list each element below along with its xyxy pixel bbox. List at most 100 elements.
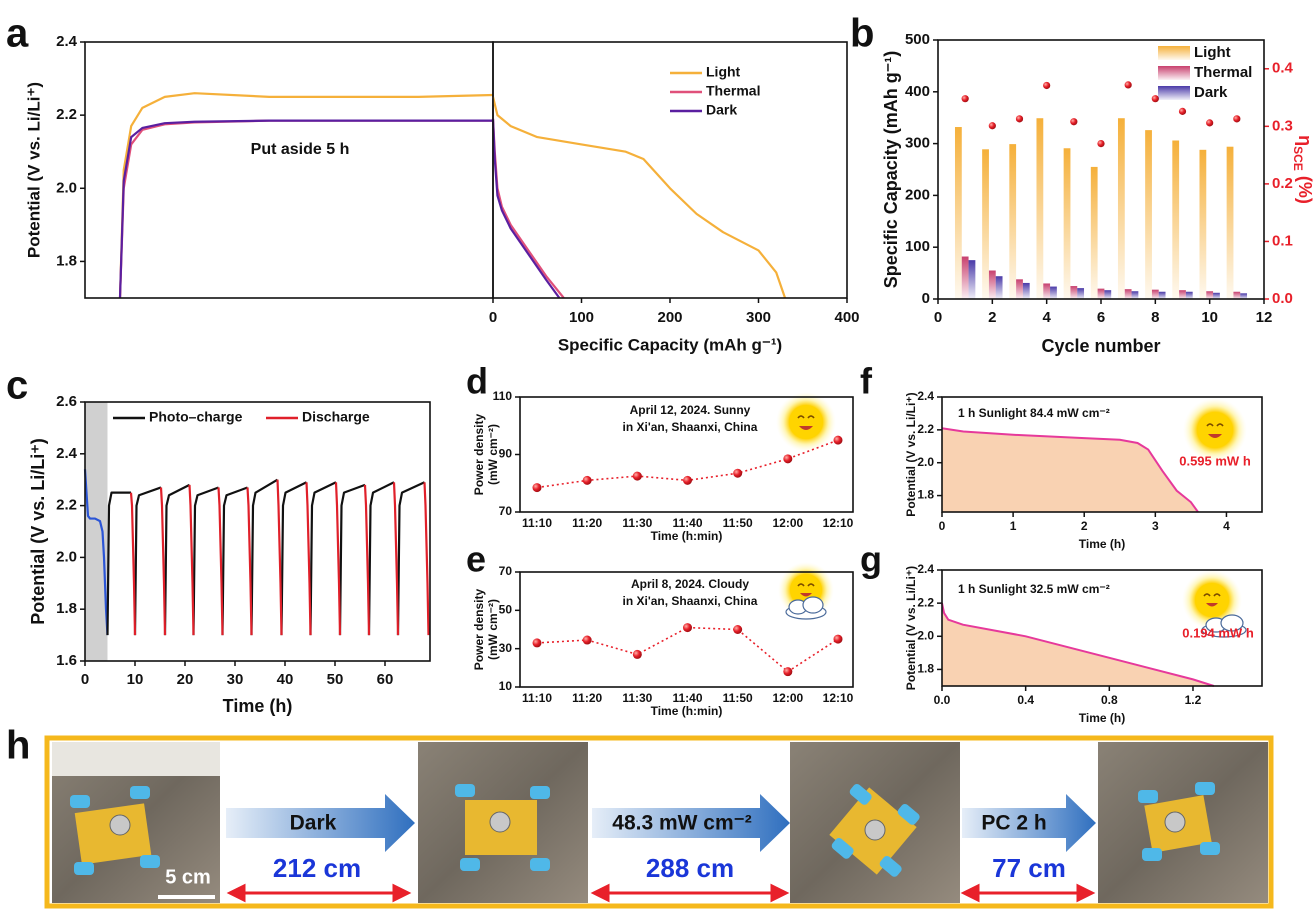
annotation: April 12, 2024. Sunny [630,403,751,417]
point [1233,115,1240,122]
legend-label: Light [706,64,741,80]
annotation: 1 h Sunlight 84.4 mW cm⁻² [958,406,1110,420]
annotation: in Xi'an, Shaanxi, China [623,594,758,608]
annotation: 0.595 mW h [1179,453,1251,468]
point [583,476,592,485]
y-tick-label: 500 [905,31,930,48]
bar [1199,150,1206,299]
x-tick-label: 0.0 [934,693,951,707]
point [583,636,592,645]
legend-label: Dark [1194,84,1228,101]
x-tick-label: 1.2 [1185,693,1202,707]
point [783,454,792,463]
point [1097,140,1104,147]
x-axis-label: Time (h:min) [651,529,723,543]
y-tick-label: 2.2 [917,422,934,436]
step-label: Dark [290,812,337,835]
panel-label: a [6,12,29,56]
legend-swatch [1158,66,1190,80]
x-tick-label: 4 [1042,309,1051,326]
step-label: 48.3 mW cm⁻² [612,812,751,835]
y-tick-label: 70 [499,564,513,578]
x-tick-label: 0 [81,671,89,688]
legend-swatch [1158,86,1190,100]
point [834,436,843,445]
x-tick-label: 10 [127,671,144,688]
x-tick-label: 0 [939,519,946,533]
y-tick-label: 10 [499,679,513,693]
distance-label: 77 cm [992,853,1066,883]
annotation: Put aside 5 h [251,141,350,158]
bar [1172,140,1179,299]
bar [1206,291,1213,299]
panel-label: d [466,361,488,402]
y2-axis-label-part: (%) [1295,171,1315,204]
bar [1159,292,1166,299]
x-axis-label: Specific Capacity (mAh g⁻¹) [558,335,782,354]
x-tick-label: 60 [377,671,394,688]
page: {"chart_data": [ {"type": "line", "ylabe… [0,0,1316,910]
x-tick-label: 0.8 [1101,693,1118,707]
distance-label: 288 cm [646,853,734,883]
bar [1016,279,1023,299]
x-tick-label: 12:00 [772,691,803,705]
x-tick-label: 0 [489,309,497,326]
bar [1036,118,1043,299]
bar [1077,288,1084,299]
panel-label: h [6,724,30,768]
y-tick-label: 2.4 [917,562,934,576]
bar [1152,290,1159,299]
bar [1009,144,1016,299]
point [783,667,792,676]
x-axis-label: Time (h:min) [651,704,723,718]
bar [1125,289,1132,299]
y2-tick-label: 0.2 [1272,175,1293,192]
point [1043,82,1050,89]
bar [1145,130,1152,299]
x-axis-label: Time (h) [1079,537,1125,551]
photo-strip: 5 cm Dark 48.3 mW cm⁻² PC 2 h 212 cm 288… [47,738,1271,906]
series-line [493,119,564,298]
point [533,638,542,647]
bar [955,127,962,299]
point [1179,108,1186,115]
y-tick-label: 400 [905,83,930,100]
y-tick-label: 2.0 [917,455,934,469]
shaded-region [85,402,108,661]
point [834,635,843,644]
series-line [131,480,429,635]
y-tick-label: 110 [493,389,513,403]
x-tick-label: 12:10 [823,691,854,705]
bar [1043,283,1050,299]
point [633,472,642,481]
y-tick-label: 90 [499,447,513,461]
bar [1091,167,1098,299]
bar [1104,290,1111,299]
y2-tick-label: 0.4 [1272,60,1294,77]
point [1125,81,1132,88]
y-tick-label: 2.4 [56,445,78,462]
legend-swatch [1158,46,1190,60]
x-tick-label: 0.4 [1017,693,1034,707]
x-tick-label: 100 [569,309,594,326]
x-tick-label: 11:50 [723,691,753,705]
distance-label: 212 cm [273,853,361,883]
legend-label: Light [1194,44,1231,61]
x-tick-label: 0 [934,309,942,326]
point [683,623,692,632]
legend-label: Discharge [302,409,370,425]
annotation: in Xi'an, Shaanxi, China [623,420,758,434]
y-axis-label: Potential (V vs. Li/Li⁺) [904,392,918,516]
sun-cloud-icon [778,562,834,619]
x-tick-label: 6 [1097,309,1105,326]
x-tick-label: 40 [277,671,294,688]
y2-tick-label: 0.1 [1272,232,1293,249]
point [733,625,742,634]
y-tick-label: 1.8 [917,488,934,502]
legend-label: Dark [706,102,737,118]
x-tick-label: 20 [177,671,194,688]
x-tick-label: 11:10 [522,691,552,705]
bar [1064,148,1071,299]
x-tick-label: 12:00 [772,516,803,530]
point [1016,115,1023,122]
